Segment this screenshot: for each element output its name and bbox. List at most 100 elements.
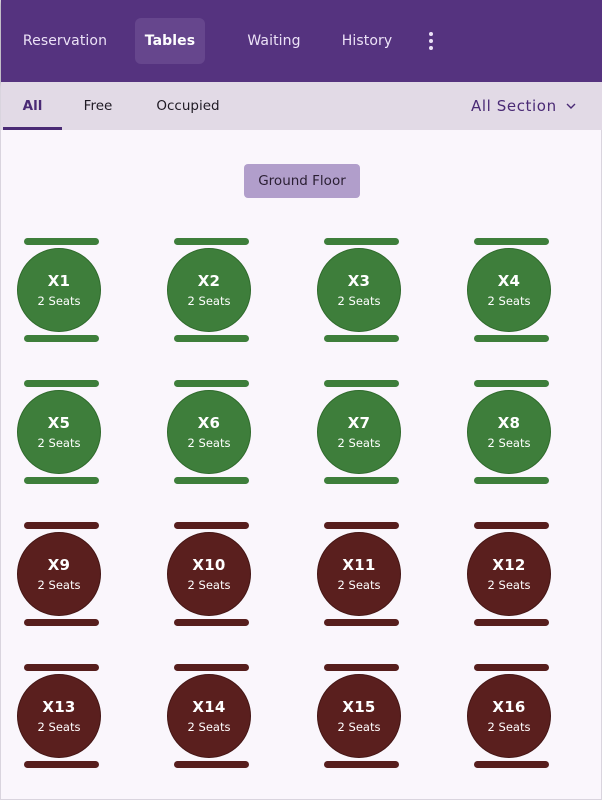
tab-tables[interactable]: Tables [135, 18, 205, 64]
table-top-edge [174, 380, 249, 387]
table-card[interactable]: X9 2 Seats [17, 522, 107, 630]
chevron-down-icon [566, 103, 576, 109]
table-bottom-edge [24, 477, 99, 484]
table-card[interactable]: X3 2 Seats [317, 238, 407, 346]
table-seats: 2 Seats [487, 294, 531, 308]
table-name: X6 [197, 414, 221, 432]
table-top-edge [474, 522, 549, 529]
table-bottom-edge [474, 477, 549, 484]
tab-reservation[interactable]: Reservation [22, 33, 108, 49]
table-name: X15 [342, 698, 376, 716]
table-disc: X8 2 Seats [467, 390, 551, 474]
table-top-edge [324, 238, 399, 245]
table-seats: 2 Seats [337, 720, 381, 734]
table-card[interactable]: X4 2 Seats [467, 238, 557, 346]
table-card[interactable]: X5 2 Seats [17, 380, 107, 488]
table-seats: 2 Seats [337, 578, 381, 592]
filter-tab-occupied[interactable]: Occupied [156, 98, 220, 114]
table-name: X9 [47, 556, 71, 574]
tab-waiting[interactable]: Waiting [247, 33, 301, 49]
table-name: X4 [497, 272, 521, 290]
section-dropdown-label: All Section [471, 97, 557, 115]
table-disc: X10 2 Seats [167, 532, 251, 616]
table-name: X14 [192, 698, 226, 716]
table-bottom-edge [174, 335, 249, 342]
table-bottom-edge [174, 619, 249, 626]
table-name: X13 [42, 698, 76, 716]
filter-bar [1, 82, 602, 130]
table-seats: 2 Seats [187, 436, 231, 450]
table-seats: 2 Seats [187, 294, 231, 308]
table-card[interactable]: X2 2 Seats [167, 238, 257, 346]
active-filter-indicator [3, 127, 62, 130]
filter-tab-free[interactable]: Free [83, 98, 113, 114]
table-disc: X3 2 Seats [317, 248, 401, 332]
table-seats: 2 Seats [337, 436, 381, 450]
section-dropdown[interactable]: All Section [471, 82, 577, 130]
table-name: X11 [342, 556, 376, 574]
table-disc: X12 2 Seats [467, 532, 551, 616]
table-seats: 2 Seats [37, 436, 81, 450]
table-bottom-edge [324, 477, 399, 484]
table-bottom-edge [324, 335, 399, 342]
filter-tab-all[interactable]: All [22, 98, 43, 114]
table-name: X10 [192, 556, 226, 574]
table-disc: X13 2 Seats [17, 674, 101, 758]
table-card[interactable]: X8 2 Seats [467, 380, 557, 488]
table-top-edge [474, 664, 549, 671]
table-bottom-edge [474, 335, 549, 342]
tab-history[interactable]: History [341, 33, 393, 49]
table-card[interactable]: X13 2 Seats [17, 664, 107, 772]
table-card[interactable]: X14 2 Seats [167, 664, 257, 772]
table-card[interactable]: X11 2 Seats [317, 522, 407, 630]
table-disc: X14 2 Seats [167, 674, 251, 758]
table-bottom-edge [174, 761, 249, 768]
table-disc: X9 2 Seats [17, 532, 101, 616]
table-bottom-edge [174, 477, 249, 484]
table-bottom-edge [474, 761, 549, 768]
table-disc: X16 2 Seats [467, 674, 551, 758]
table-top-edge [324, 522, 399, 529]
table-card[interactable]: X6 2 Seats [167, 380, 257, 488]
table-seats: 2 Seats [487, 720, 531, 734]
table-seats: 2 Seats [37, 720, 81, 734]
table-top-edge [24, 664, 99, 671]
table-card[interactable]: X15 2 Seats [317, 664, 407, 772]
table-seats: 2 Seats [37, 294, 81, 308]
table-top-edge [174, 664, 249, 671]
table-top-edge [174, 238, 249, 245]
top-app-bar: Reservation Tables Waiting History [1, 0, 602, 82]
table-name: X16 [492, 698, 526, 716]
table-top-edge [324, 380, 399, 387]
table-seats: 2 Seats [187, 720, 231, 734]
more-vertical-icon[interactable] [419, 26, 443, 56]
table-disc: X11 2 Seats [317, 532, 401, 616]
table-bottom-edge [24, 761, 99, 768]
table-bottom-edge [324, 761, 399, 768]
table-name: X2 [197, 272, 221, 290]
table-name: X5 [47, 414, 71, 432]
table-disc: X2 2 Seats [167, 248, 251, 332]
table-name: X7 [347, 414, 371, 432]
table-bottom-edge [24, 619, 99, 626]
table-top-edge [474, 238, 549, 245]
table-bottom-edge [474, 619, 549, 626]
table-top-edge [24, 238, 99, 245]
table-card[interactable]: X12 2 Seats [467, 522, 557, 630]
table-disc: X6 2 Seats [167, 390, 251, 474]
table-top-edge [24, 522, 99, 529]
table-card[interactable]: X10 2 Seats [167, 522, 257, 630]
table-name: X12 [492, 556, 526, 574]
table-seats: 2 Seats [487, 578, 531, 592]
table-seats: 2 Seats [187, 578, 231, 592]
table-card[interactable]: X16 2 Seats [467, 664, 557, 772]
table-card[interactable]: X1 2 Seats [17, 238, 107, 346]
floor-chip-ground-floor[interactable]: Ground Floor [244, 164, 360, 198]
table-top-edge [24, 380, 99, 387]
table-bottom-edge [24, 335, 99, 342]
table-card[interactable]: X7 2 Seats [317, 380, 407, 488]
table-seats: 2 Seats [487, 436, 531, 450]
table-disc: X5 2 Seats [17, 390, 101, 474]
table-name: X3 [347, 272, 371, 290]
